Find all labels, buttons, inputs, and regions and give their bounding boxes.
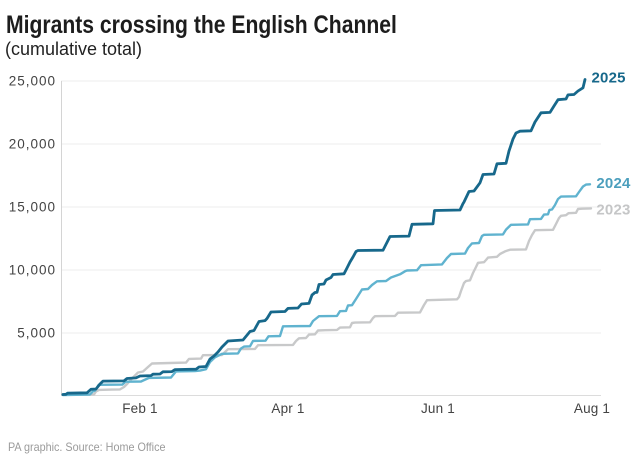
svg-text:Aug 1: Aug 1 (574, 401, 610, 416)
svg-text:15,000: 15,000 (9, 200, 56, 215)
svg-text:2023: 2023 (596, 201, 630, 218)
svg-text:2024: 2024 (596, 175, 631, 192)
svg-text:25,000: 25,000 (9, 74, 56, 89)
svg-text:Jun 1: Jun 1 (421, 401, 455, 416)
svg-text:10,000: 10,000 (9, 263, 56, 278)
svg-text:5,000: 5,000 (17, 326, 56, 341)
svg-text:Feb 1: Feb 1 (122, 401, 158, 416)
svg-text:20,000: 20,000 (9, 137, 56, 152)
svg-text:2025: 2025 (592, 70, 626, 87)
svg-text:Apr 1: Apr 1 (271, 401, 304, 416)
